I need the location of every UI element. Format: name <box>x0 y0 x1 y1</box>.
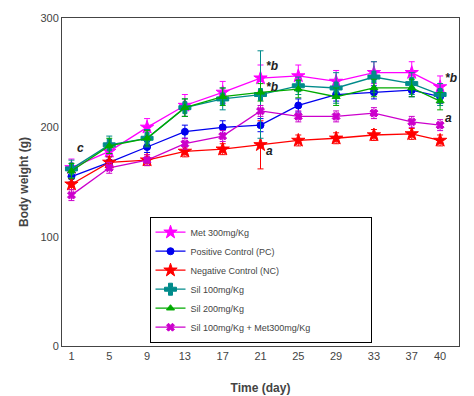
svg-text:Sil 100mg/Kg: Sil 100mg/Kg <box>191 285 245 295</box>
svg-text:13: 13 <box>179 350 191 362</box>
svg-text:300: 300 <box>40 12 58 24</box>
svg-text:9: 9 <box>144 350 150 362</box>
svg-text:33: 33 <box>368 350 380 362</box>
svg-text:*b: *b <box>266 80 278 94</box>
svg-text:21: 21 <box>254 350 266 362</box>
svg-text:c: c <box>77 141 84 155</box>
svg-text:a: a <box>266 144 273 158</box>
svg-text:37: 37 <box>406 350 418 362</box>
svg-text:17: 17 <box>217 350 229 362</box>
svg-text:Negative Control (NC): Negative Control (NC) <box>191 266 280 276</box>
svg-text:1: 1 <box>68 350 74 362</box>
svg-text:Body weight (g): Body weight (g) <box>17 137 31 227</box>
svg-text:Time (day): Time (day) <box>231 381 291 395</box>
svg-text:0: 0 <box>53 340 59 352</box>
svg-text:100: 100 <box>40 231 58 243</box>
svg-text:5: 5 <box>106 350 112 362</box>
svg-text:Positive Control (PC): Positive Control (PC) <box>191 247 275 257</box>
svg-text:a: a <box>445 111 452 125</box>
svg-text:*b: *b <box>266 59 278 73</box>
svg-text:200: 200 <box>40 121 58 133</box>
svg-text:40: 40 <box>434 350 446 362</box>
svg-text:25: 25 <box>292 350 304 362</box>
svg-text:Sil 100mg/Kg + Met300mg/Kg: Sil 100mg/Kg + Met300mg/Kg <box>191 323 311 333</box>
svg-text:Sil 200mg/Kg: Sil 200mg/Kg <box>191 304 245 314</box>
svg-text:Met 300mg/Kg: Met 300mg/Kg <box>191 228 250 238</box>
svg-text:*b: *b <box>445 71 457 85</box>
svg-text:29: 29 <box>330 350 342 362</box>
